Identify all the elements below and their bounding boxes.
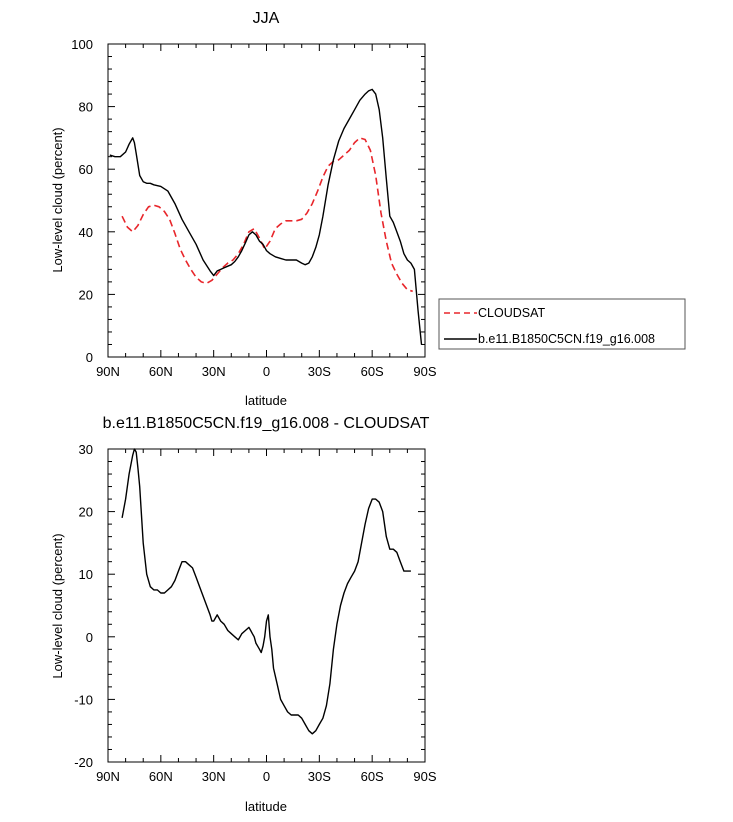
- top-series-line-2: [109, 88, 423, 345]
- bottom-x-tick-label: 30S: [308, 769, 331, 784]
- top-y-tick-label: 80: [79, 100, 93, 115]
- top-chart: JJA latitude Low-level cloud (percent) 9…: [50, 10, 437, 408]
- top-y-tick-label: 0: [86, 350, 93, 365]
- bottom-chart-ticks: 90N 60N 30N 0 30S 60S 90S -20 -10 0 10 20 30: [74, 442, 437, 784]
- bottom-chart-title: b.e11.B1850C5CN.f19_g16.008 - CLOUDSAT: [103, 415, 430, 432]
- top-chart-ylabel: Low-level cloud (percent): [50, 127, 65, 272]
- bottom-x-tick-label: 60S: [361, 769, 384, 784]
- bottom-y-tick-label: 20: [79, 505, 93, 520]
- legend-box: [438, 298, 686, 350]
- bottom-y-tick-label: 30: [79, 442, 93, 457]
- bottom-y-tick-label: 0: [86, 630, 93, 645]
- top-x-tick-label: 30S: [308, 364, 331, 379]
- bottom-series-line-1: [121, 448, 411, 735]
- top-x-tick-label: 30N: [202, 364, 226, 379]
- bottom-x-tick-label: 90N: [96, 769, 120, 784]
- bottom-chart-ylabel: Low-level cloud (percent): [50, 533, 65, 678]
- top-series-line-1: [121, 137, 413, 293]
- top-y-tick-label: 60: [79, 162, 93, 177]
- bottom-chart: b.e11.B1850C5CN.f19_g16.008 - CLOUDSAT l…: [50, 415, 437, 814]
- top-x-tick-label: 90S: [413, 364, 436, 379]
- top-chart-frame: [107, 43, 426, 358]
- bottom-y-tick-label: -10: [74, 692, 93, 707]
- bottom-x-tick-label: 60N: [149, 769, 173, 784]
- top-x-tick-label: 90N: [96, 364, 120, 379]
- bottom-y-tick-label: -20: [74, 755, 93, 770]
- bottom-x-tick-label: 90S: [413, 769, 436, 784]
- top-y-tick-label: 20: [79, 287, 93, 302]
- top-chart-title: JJA: [253, 10, 280, 27]
- legend-label-model: b.e11.B1850C5CN.f19_g16.008: [478, 332, 655, 346]
- top-chart-xlabel: latitude: [245, 393, 287, 408]
- legend-label-cloudsat: CLOUDSAT: [478, 306, 546, 320]
- top-chart-series: [109, 88, 423, 345]
- legend: CLOUDSAT b.e11.B1850C5CN.f19_g16.008: [438, 298, 686, 350]
- bottom-chart-series: [121, 448, 411, 735]
- top-y-tick-label: 100: [71, 37, 93, 52]
- bottom-x-tick-label: 30N: [202, 769, 226, 784]
- top-x-tick-label: 0: [263, 364, 270, 379]
- top-x-tick-label: 60S: [361, 364, 384, 379]
- bottom-chart-xlabel: latitude: [245, 799, 287, 814]
- bottom-chart-frame: [107, 448, 426, 763]
- top-x-tick-label: 60N: [149, 364, 173, 379]
- top-y-tick-label: 40: [79, 225, 93, 240]
- bottom-x-tick-label: 0: [263, 769, 270, 784]
- bottom-y-tick-label: 10: [79, 567, 93, 582]
- top-chart-ticks: 90N 60N 30N 0 30S 60S 90S 0 20 40 60 80 100: [71, 37, 437, 379]
